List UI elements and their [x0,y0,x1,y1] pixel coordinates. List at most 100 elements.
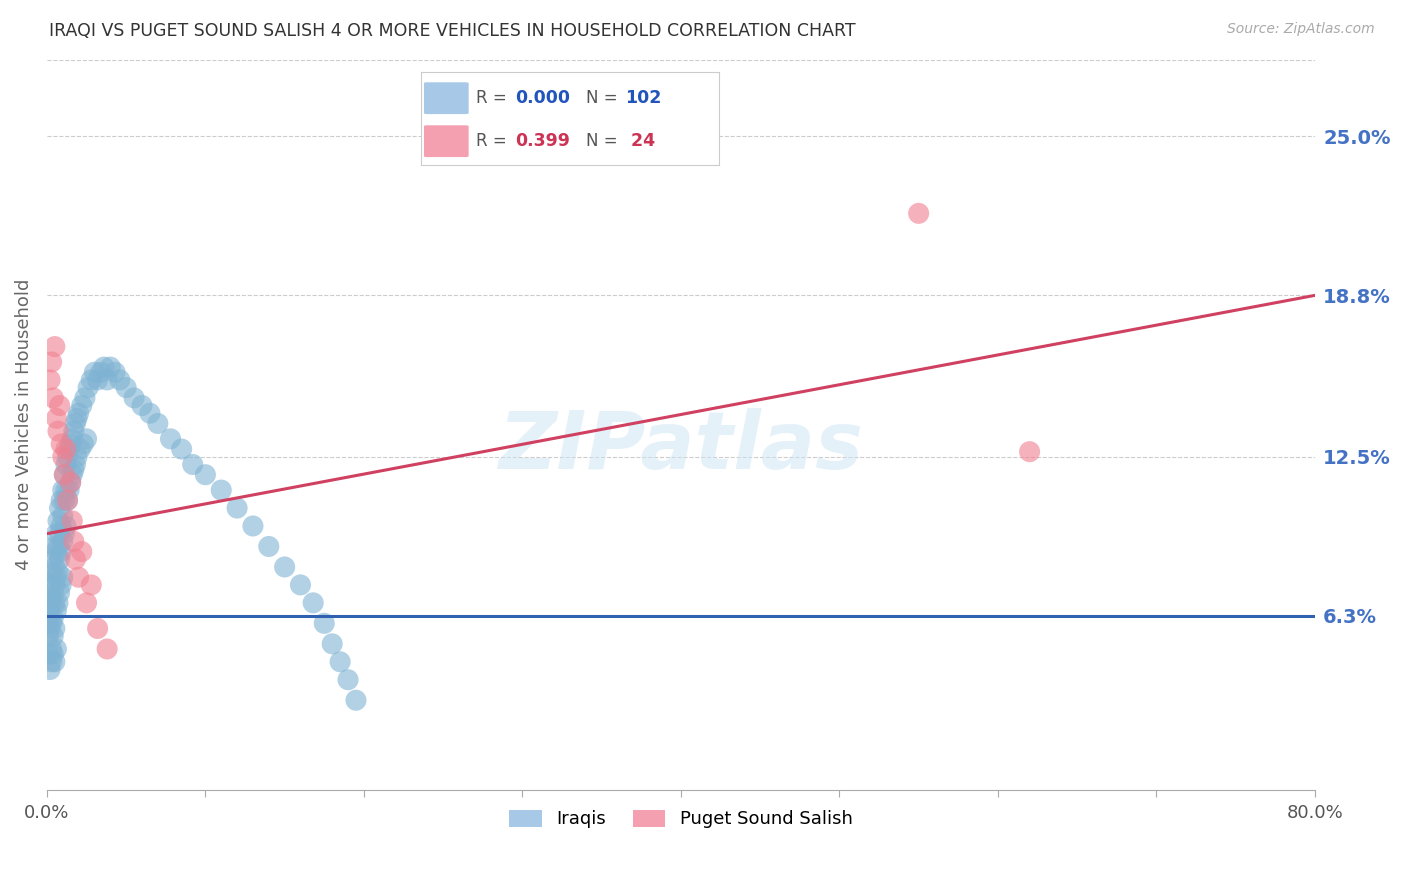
Point [98,360,121,375]
Point [44,596,66,610]
Point [290,578,312,592]
Point [80,373,103,387]
Point [76,432,98,446]
Point [49,493,72,508]
Point [65,458,87,472]
Point [59,475,82,490]
Point [66,450,89,464]
Point [41,596,63,610]
Point [104,365,127,379]
Point [45,526,67,541]
Point [314,616,336,631]
Point [63,534,86,549]
Point [72,437,94,451]
Point [49,578,72,592]
Point [122,391,145,405]
Point [70,399,93,413]
Point [53,467,76,482]
Point [44,578,66,592]
Point [45,603,67,617]
Point [73,391,96,405]
Point [52,534,75,549]
Point [96,642,118,657]
Point [53,493,76,508]
Point [58,442,80,456]
Point [226,501,249,516]
Text: ZIPatlas: ZIPatlas [498,408,863,485]
Point [46,540,69,554]
Point [39,663,62,677]
Point [93,360,115,375]
Point [55,483,77,497]
Point [39,373,62,387]
Point [48,552,70,566]
Point [159,432,181,446]
Point [321,637,343,651]
Text: IRAQI VS PUGET SOUND SALISH 4 OR MORE VEHICLES IN HOUSEHOLD CORRELATION CHART: IRAQI VS PUGET SOUND SALISH 4 OR MORE VE… [49,22,856,40]
Point [42,391,65,405]
Point [41,642,63,657]
Point [63,424,86,438]
Point [108,373,131,387]
Point [41,565,63,579]
Point [60,467,83,482]
Point [76,596,98,610]
Point [55,458,77,472]
Point [44,655,66,669]
Point [209,483,232,497]
Point [96,373,118,387]
Point [59,475,82,490]
Point [52,508,75,523]
Point [63,462,86,476]
Point [80,578,103,592]
Point [45,642,67,657]
Legend: Iraqis, Puget Sound Salish: Iraqis, Puget Sound Salish [502,803,860,836]
Point [44,340,66,354]
Point [49,544,72,558]
Point [273,560,295,574]
Point [83,365,105,379]
Point [67,406,90,420]
Point [90,365,112,379]
Point [907,206,929,220]
Point [46,565,69,579]
Point [53,467,76,482]
Point [39,603,62,617]
Point [69,442,91,456]
Point [42,585,65,599]
Point [170,442,193,456]
Point [41,616,63,631]
Point [56,493,79,508]
Point [86,622,108,636]
Point [70,544,93,558]
Point [48,526,70,541]
Point [48,585,70,599]
Point [41,655,63,669]
Point [37,611,59,625]
Point [48,501,70,516]
Point [139,406,162,420]
Point [37,647,59,661]
Point [37,629,59,643]
Point [56,493,79,508]
Point [181,458,204,472]
Point [115,381,138,395]
Point [39,622,62,636]
Point [52,570,75,584]
Point [44,540,66,554]
Point [56,450,79,464]
Point [39,591,62,605]
Point [337,673,360,687]
Point [45,544,67,558]
Point [60,432,83,446]
Point [65,417,87,431]
Point [146,417,169,431]
Point [65,552,87,566]
Point [46,514,69,528]
Point [52,483,75,497]
Point [49,437,72,451]
Point [329,655,352,669]
Point [58,483,80,497]
Point [60,514,83,528]
Text: Source: ZipAtlas.com: Source: ZipAtlas.com [1227,22,1375,37]
